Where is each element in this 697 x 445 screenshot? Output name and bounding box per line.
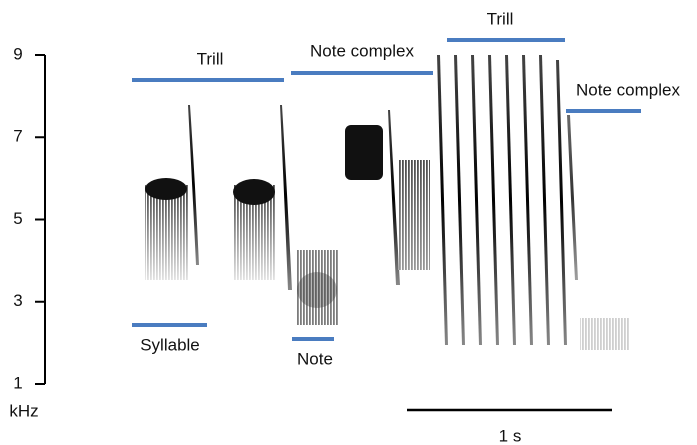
spectrogram-blob <box>580 318 630 350</box>
spectrogram-blob <box>296 250 338 325</box>
spectrogram-fade <box>398 160 430 270</box>
spectrogram-sweep <box>522 55 533 345</box>
spectrogram-blob <box>345 125 383 180</box>
spectrogram-sweep <box>280 105 292 290</box>
spectrogram-blob <box>297 272 337 308</box>
y-tick-label: 1 <box>13 373 22 392</box>
spectrogram-sweep <box>488 55 499 345</box>
spectrogram-sweep <box>454 55 465 345</box>
annotation-label: Note complex <box>310 41 414 60</box>
y-tick-label: 5 <box>13 209 22 228</box>
y-axis-label: kHz <box>9 401 38 420</box>
spectrogram-sweep <box>505 55 516 345</box>
spectrogram-sweep <box>188 105 199 265</box>
spectrogram-sweep <box>567 115 578 280</box>
spectrogram-fade <box>145 185 188 280</box>
spectrogram-sweep <box>388 110 400 285</box>
annotation-label: Trill <box>487 9 514 28</box>
y-tick-label: 3 <box>13 291 22 310</box>
spectrogram-sweep <box>437 55 448 345</box>
spectrogram-blob <box>145 178 187 200</box>
y-tick-label: 7 <box>13 127 22 146</box>
spectrogram <box>145 55 630 350</box>
y-tick-label: 9 <box>13 44 22 63</box>
trill-sweeps <box>437 55 567 345</box>
annotation-label: Note complex <box>576 80 680 99</box>
scale-bar-label: 1 s <box>499 426 522 445</box>
spectrogram-sweep <box>556 60 567 345</box>
annotation-label: Trill <box>197 49 224 68</box>
annotation-label: Note <box>297 349 333 368</box>
spectrogram-sweep <box>539 55 550 345</box>
annotation-label: Syllable <box>140 335 200 354</box>
spectrogram-sweep <box>471 55 482 345</box>
spectrogram-blob <box>233 179 275 205</box>
